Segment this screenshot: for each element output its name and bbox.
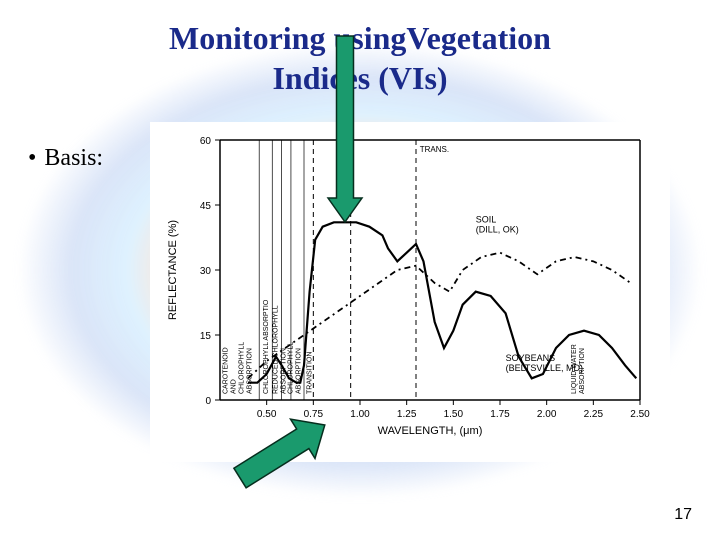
svg-text:60: 60	[200, 136, 212, 147]
svg-text:SOIL: SOIL	[476, 214, 497, 224]
svg-text:REFLECTANCE (%): REFLECTANCE (%)	[167, 220, 179, 320]
bullet-basis: • Basis:	[28, 145, 103, 172]
bullet-text: Basis:	[44, 145, 103, 171]
arrow-top	[318, 26, 372, 232]
svg-text:ABSORPTION: ABSORPTION	[247, 348, 254, 394]
svg-text:45: 45	[200, 201, 212, 212]
svg-text:2.50: 2.50	[630, 409, 650, 420]
svg-text:1.75: 1.75	[490, 409, 510, 420]
svg-text:15: 15	[200, 331, 212, 342]
svg-text:(DILL, OK): (DILL, OK)	[476, 224, 519, 234]
svg-text:WAVELENGTH, (μm): WAVELENGTH, (μm)	[378, 425, 483, 437]
svg-text:AND: AND	[231, 379, 238, 394]
svg-text:1.50: 1.50	[444, 409, 464, 420]
svg-text:2.00: 2.00	[537, 409, 557, 420]
svg-text:CAROTENOID: CAROTENOID	[223, 347, 230, 394]
svg-text:REDUCED CHLOROPHYLL: REDUCED CHLOROPHYLL	[272, 305, 279, 394]
svg-text:ABSORPTION: ABSORPTION	[295, 348, 302, 394]
arrow-bottom	[200, 398, 360, 518]
svg-text:CHLOROPHYLL: CHLOROPHYLL	[239, 342, 246, 394]
svg-text:30: 30	[200, 266, 212, 277]
svg-text:1.25: 1.25	[397, 409, 417, 420]
svg-text:2.25: 2.25	[584, 409, 604, 420]
svg-text:ABSORPTION: ABSORPTION	[579, 348, 586, 394]
svg-text:CHLOROPHYLL ABSORPTIO: CHLOROPHYLL ABSORPTIO	[263, 299, 270, 394]
svg-text:LIQUID WATER: LIQUID WATER	[571, 344, 578, 394]
page-number: 17	[674, 506, 692, 524]
svg-text:SOYBEANS: SOYBEANS	[506, 353, 556, 363]
svg-text:TRANS.: TRANS.	[420, 145, 449, 154]
svg-text:CHLOROPHYLL: CHLOROPHYLL	[287, 342, 294, 394]
svg-text:TRANSITION: TRANSITION	[306, 352, 313, 394]
bullet-dot: •	[28, 145, 36, 171]
